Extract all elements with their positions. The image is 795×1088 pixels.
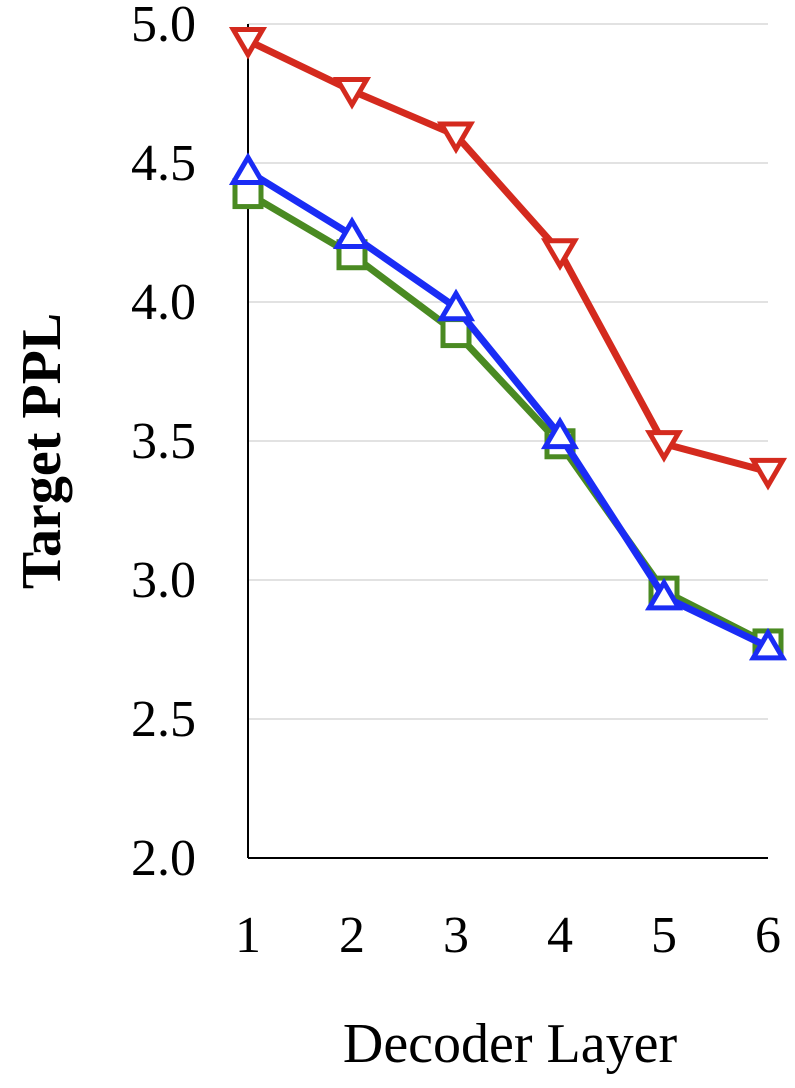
x-tick-label: 3 (443, 907, 469, 964)
triangle-up-marker (540, 416, 580, 450)
triangle-up-marker (748, 627, 788, 661)
triangle-up-marker (228, 152, 268, 186)
series-1 (228, 26, 788, 491)
triangle-up-marker (436, 288, 476, 322)
y-tick-labels: 2.0 2.5 3.0 3.5 4.0 4.5 5.0 (131, 0, 196, 887)
y-axis-title: Target PPL (11, 313, 73, 589)
series-group (228, 26, 788, 661)
series-3 (228, 152, 788, 661)
series-2 (232, 178, 784, 660)
triangle-down-marker (748, 457, 788, 491)
series-3-line (244, 167, 772, 651)
x-tick-label: 4 (547, 907, 573, 964)
triangle-down-marker (540, 238, 580, 271)
gridlines (248, 23, 768, 720)
triangle-up-marker (332, 216, 372, 249)
x-tick-label: 2 (339, 907, 365, 964)
x-axis-title: Decoder Layer (343, 1013, 678, 1075)
triangle-down-marker (228, 26, 268, 60)
y-tick-label: 5.0 (131, 0, 196, 53)
triangle-up-marker (644, 577, 684, 611)
x-tick-label: 1 (235, 907, 261, 964)
x-tick-labels: 1 2 3 4 5 6 (235, 907, 781, 964)
series-1-line (244, 37, 772, 476)
y-tick-label: 2.5 (131, 691, 196, 748)
triangle-down-marker (436, 121, 476, 155)
y-tick-label: 4.0 (131, 274, 196, 331)
series-2-line (244, 190, 772, 648)
y-tick-label: 3.5 (131, 413, 196, 470)
y-tick-label: 3.0 (131, 552, 196, 609)
triangle-down-marker (332, 77, 372, 110)
triangle-down-marker (644, 430, 684, 463)
y-tick-label: 4.5 (131, 135, 196, 192)
y-tick-label: 2.0 (131, 830, 196, 887)
x-tick-label: 6 (755, 907, 781, 964)
x-tick-label: 5 (651, 907, 677, 964)
